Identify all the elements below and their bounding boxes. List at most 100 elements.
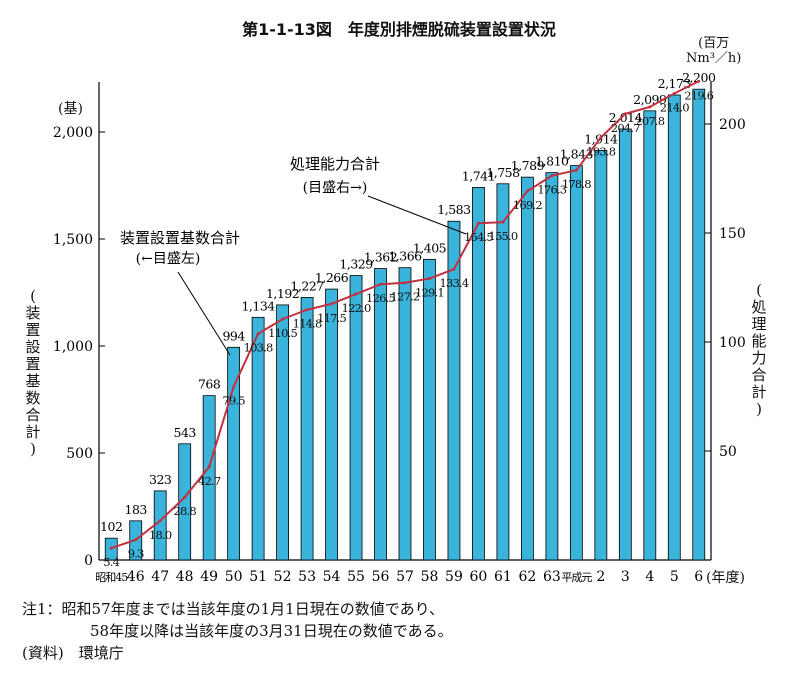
capacity-value-label: 126.5 bbox=[366, 291, 395, 305]
x-tick-label: 昭和45 bbox=[95, 571, 128, 584]
capacity-point bbox=[550, 174, 554, 178]
capacity-point bbox=[109, 546, 113, 550]
bar bbox=[276, 304, 290, 561]
x-tick-label: 3 bbox=[621, 569, 630, 585]
right-tick-label: 150 bbox=[719, 226, 746, 242]
annotation-line-title: 処理能力合計 bbox=[290, 155, 380, 173]
bar-value-label: 1,362 bbox=[364, 250, 397, 265]
bar bbox=[545, 172, 559, 561]
right-axis-unit: (百万 Nm³／h) bbox=[686, 36, 742, 66]
capacity-point bbox=[672, 91, 676, 95]
capacity-point bbox=[501, 220, 505, 224]
annotation-line-leader bbox=[367, 195, 467, 235]
bar bbox=[300, 297, 314, 561]
note-1: 注1：昭和57年度までは当該年度の1月1日現在の数値であり、 bbox=[22, 600, 444, 618]
x-tick-label: 48 bbox=[176, 569, 194, 585]
left-axis-unit: (基) bbox=[58, 101, 83, 117]
capacity-point bbox=[158, 519, 162, 523]
capacity-point bbox=[354, 292, 358, 296]
capacity-value-label: 154.5 bbox=[464, 230, 493, 244]
capacity-value-label: 219.6 bbox=[684, 88, 713, 102]
bar bbox=[202, 395, 216, 561]
bar-value-label: 1,134 bbox=[241, 298, 275, 313]
bar-value-label: 1,583 bbox=[437, 202, 471, 217]
capacity-point bbox=[183, 495, 187, 499]
capacity-value-label: 129.1 bbox=[415, 286, 444, 300]
left-tick-label: 2,000 bbox=[53, 125, 93, 141]
x-tick-label: 49 bbox=[200, 569, 218, 585]
capacity-point bbox=[574, 168, 578, 172]
x-tick-label: 51 bbox=[249, 569, 267, 585]
capacity-value-label: 122.0 bbox=[342, 301, 371, 315]
x-tick-label: 2 bbox=[596, 569, 605, 585]
bar bbox=[594, 150, 608, 561]
x-tick-label: 46 bbox=[127, 569, 145, 585]
capacity-value-label: 9.3 bbox=[128, 547, 144, 561]
capacity-value-label: 127.2 bbox=[391, 290, 420, 304]
notes: 注1：昭和57年度までは当該年度の1月1日現在の数値であり、 58年度以降は当該… bbox=[22, 598, 453, 664]
capacity-value-label: 117.5 bbox=[317, 311, 346, 325]
x-tick-label: 55 bbox=[347, 569, 365, 585]
capacity-value-label: 204.7 bbox=[611, 121, 640, 135]
capacity-value-label: 178.8 bbox=[562, 177, 591, 191]
bar bbox=[251, 316, 265, 561]
x-tick-label: 57 bbox=[396, 569, 414, 585]
x-tick-label: 5 bbox=[670, 569, 679, 585]
x-tick-label: 53 bbox=[298, 569, 316, 585]
bar-value-label: 1,741 bbox=[462, 168, 495, 183]
bar-value-label: 1,192 bbox=[266, 286, 299, 301]
annotation-bar-leader bbox=[177, 271, 231, 356]
source-note: (資料) 環境庁 bbox=[22, 644, 124, 662]
capacity-point bbox=[281, 317, 285, 321]
bar-value-label: 1,758 bbox=[486, 165, 520, 180]
capacity-point bbox=[256, 332, 260, 336]
capacity-point bbox=[232, 385, 236, 389]
left-axis-label-text: 装置設置基数合計 bbox=[25, 304, 41, 441]
bar bbox=[472, 187, 485, 561]
annotation-line-sub: (目盛右→) bbox=[303, 180, 368, 196]
right-tick-label: 50 bbox=[719, 444, 737, 460]
bar bbox=[521, 176, 534, 561]
x-tick-label: 58 bbox=[421, 569, 439, 585]
right-axis-unit-line2: Nm³／h bbox=[686, 51, 737, 66]
x-tick-label: 61 bbox=[494, 569, 512, 585]
capacity-value-label: 214.0 bbox=[660, 100, 689, 114]
capacity-point bbox=[599, 136, 603, 140]
x-tick-label: 6 bbox=[694, 569, 703, 585]
x-tick-label: 60 bbox=[470, 569, 488, 585]
capacity-point bbox=[623, 112, 627, 116]
capacity-value-label: 207.8 bbox=[635, 114, 664, 128]
x-tick-label: 63 bbox=[543, 569, 561, 585]
capacity-point bbox=[697, 79, 701, 83]
x-tick-label: 56 bbox=[372, 569, 390, 585]
capacity-value-label: 133.4 bbox=[439, 276, 468, 290]
bar bbox=[398, 267, 412, 561]
capacity-value-label: 176.3 bbox=[537, 183, 566, 197]
capacity-value-label: 193.8 bbox=[586, 145, 615, 159]
capacity-value-label: 42.7 bbox=[198, 474, 221, 488]
bar-value-label: 1,329 bbox=[339, 257, 373, 272]
right-axis-label-text: 処理能力合計 bbox=[751, 298, 767, 401]
capacity-point bbox=[648, 105, 652, 109]
left-tick-label: 1,500 bbox=[53, 232, 93, 248]
right-axis-label: ( 処理能力合計 ) bbox=[751, 281, 767, 418]
bar bbox=[153, 490, 167, 561]
bar-value-label: 2,200 bbox=[682, 70, 716, 85]
right-tick-label: 100 bbox=[719, 335, 746, 351]
bar-value-label: 1,405 bbox=[413, 240, 446, 255]
left-tick-label: 1,000 bbox=[53, 339, 93, 355]
annotation-bar-sub: (←目盛左) bbox=[136, 251, 201, 267]
bar-value-label: 323 bbox=[149, 472, 172, 487]
bar bbox=[569, 165, 583, 561]
bar-value-label: 1,366 bbox=[388, 249, 422, 264]
left-axis-label: ( 装置設置基数合計 ) bbox=[25, 287, 41, 458]
bar-value-label: 102 bbox=[100, 519, 122, 534]
bar bbox=[496, 183, 510, 561]
bar-value-label: 2,173 bbox=[658, 76, 692, 91]
capacity-value-label: 79.5 bbox=[222, 394, 245, 408]
capacity-value-label: 5.4 bbox=[103, 555, 119, 569]
capacity-point bbox=[379, 282, 383, 286]
capacity-point bbox=[525, 189, 529, 193]
bar-value-label: 183 bbox=[125, 502, 148, 517]
capacity-value-label: 103.8 bbox=[244, 341, 273, 355]
